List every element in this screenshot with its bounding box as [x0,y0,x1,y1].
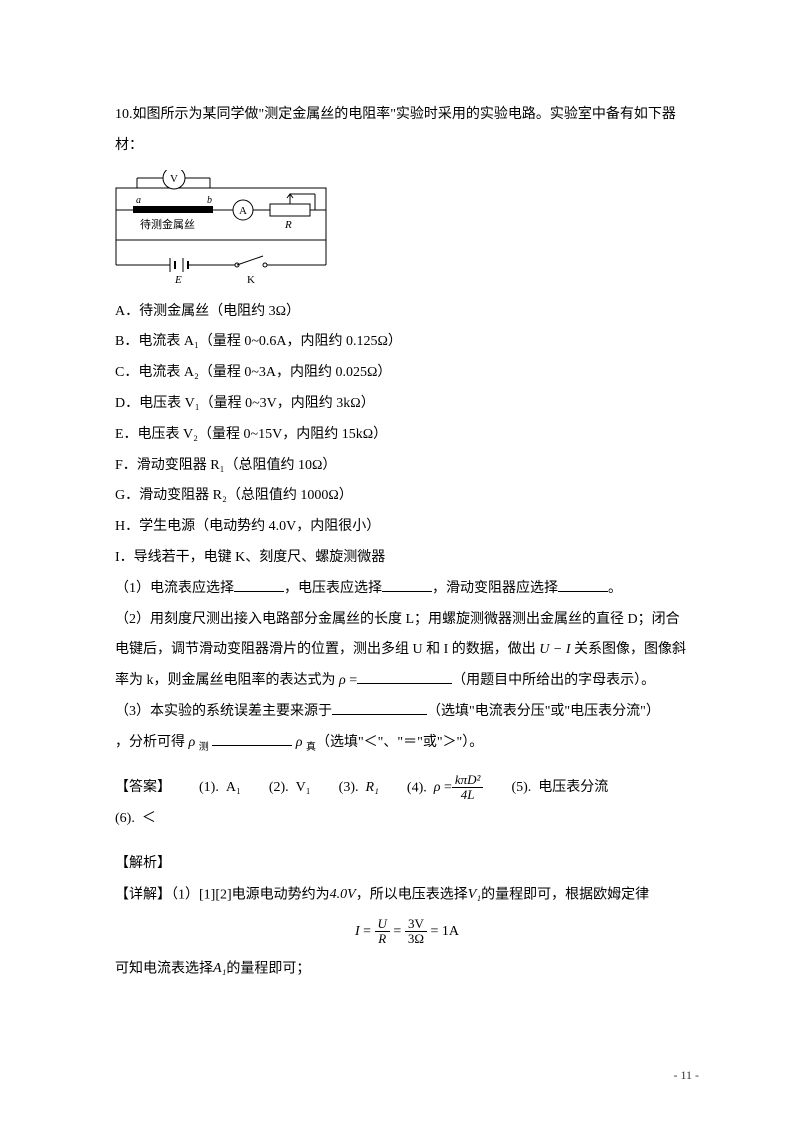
blank-compare [212,732,292,746]
q3-l2a: ，分析可得 [115,735,185,750]
item-G: G．滑动变阻器 R₂（总阻值约 1000Ω） [115,481,699,512]
answer-6: (6). ＜ [115,804,699,835]
blank-rheostat [558,578,608,592]
q3-l1b: （选填"电流表分压"或"电压表分流"） [427,704,660,719]
answer-label: 【答案】 [115,773,171,804]
question-2-line2: 电键后，调节滑动变阻器滑片的位置，测出多组 U 和 I 的数据，做出 U − I… [115,635,699,666]
d1-post: 的量程即可，根据欧姆定律 [481,887,649,902]
detail-line-2: 可知电流表选择A₁的量程即可； [115,954,699,985]
blank-voltmeter [382,578,432,592]
item-A: A．待测金属丝（电阻约 3Ω） [115,297,699,328]
blank-error-source [332,701,427,715]
circuit-diagram: V a b 待测金属丝 A R E K [115,170,330,285]
answer-5: (5). 电压表分流 [511,773,608,804]
d1-pre: （1）[1][2]电源电动势约为 [171,887,330,902]
item-I: I．导线若干，电键 K、刻度尺、螺旋测微器 [115,543,699,574]
battery-label: E [174,274,182,285]
switch-label: K [247,274,255,285]
answer-row-1: 【答案】 (1). A₁ (2). V₁ (3). R₁ (4). ρ = kπ… [115,773,699,804]
q2-l3b: （用题目中所给出的字母表示）。 [452,673,655,688]
q3-rho-m: ρ [189,735,196,750]
analysis-label: 【解析】 [115,849,699,880]
q3-l2b: （选填"＜"、"＝"或"＞"）。 [316,735,483,750]
q2-eq: = [349,673,357,688]
d2-pre: 可知电流表选择 [115,962,213,977]
answer-section: 【答案】 (1). A₁ (2). V₁ (3). R₁ (4). ρ = kπ… [115,773,699,835]
d1-v: V₁ [468,880,481,911]
q1-mid2: ，滑动变阻器应选择 [432,581,558,596]
q3-sub-m: 测 [199,742,209,753]
answer-3: (3). R₁ [339,773,379,804]
ammeter-label: A [239,205,247,217]
answer-4: (4). ρ = kπD²4L [407,773,484,804]
intro-text: 如图所示为某同学做"测定金属丝的电阻率"实验时采用的实验电路。实验室中备有如下器… [115,107,676,153]
detail-label: 【详解】 [115,887,171,902]
blank-rho [357,670,452,684]
detail-line: 【详解】（1）[1][2]电源电动势约为4.0V，所以电压表选择V₁的量程即可，… [115,880,699,911]
q3-rho-t: ρ [296,735,303,750]
point-b: b [207,195,212,206]
question-intro: 10.如图所示为某同学做"测定金属丝的电阻率"实验时采用的实验电路。实验室中备有… [115,100,699,162]
q2-l2b: 关系图像，图像斜 [574,642,686,657]
ohms-law-formula: I = UR = 3V3Ω = 1A [115,917,699,948]
d1-emf: 4.0V [330,880,356,911]
q1-end: 。 [608,581,622,596]
voltmeter-label: V [170,173,178,185]
q3-sub-t: 真 [306,742,316,753]
question-2-line1: （2）用刻度尺测出接入电路部分金属丝的长度 L；用螺旋测微器测出金属丝的直径 D… [115,605,699,636]
q1-mid1: ，电压表应选择 [284,581,382,596]
q2-rho: ρ [339,673,346,688]
q2-ui: U − I [539,642,570,657]
answer-2: (2). V₁ [269,773,311,804]
q1-pre: （1）电流表应选择 [115,581,234,596]
wire-label: 待测金属丝 [140,217,195,231]
d1-mid: ，所以电压表选择 [356,887,468,902]
point-a: a [136,195,141,206]
item-E: E．电压表 V₂（量程 0~15V，内阻约 15kΩ） [115,420,699,451]
blank-ammeter [234,578,284,592]
item-C: C．电流表 A₂（量程 0~3A，内阻约 0.025Ω） [115,358,699,389]
q2-l3a: 率为 k，则金属丝电阻率的表达式为 [115,673,336,688]
question-2-line3: 率为 k，则金属丝电阻率的表达式为 ρ = （用题目中所给出的字母表示）。 [115,666,699,697]
answer-1: (1). A₁ [199,773,241,804]
question-3-line1: （3）本实验的系统误差主要来源于 （选填"电流表分压"或"电压表分流"） [115,697,699,728]
d2-post: 的量程即可； [226,962,310,977]
question-3-line2: ，分析可得 ρ 测 ρ 真（选填"＜"、"＝"或"＞"）。 [115,728,699,759]
d2-a: A₁ [213,954,226,985]
question-number: 10. [115,107,133,122]
q2-l2a: 电键后，调节滑动变阻器滑片的位置，测出多组 U 和 I 的数据，做出 [115,642,536,657]
page-number: - 11 - [673,1062,699,1088]
q3-l1a: （3）本实验的系统误差主要来源于 [115,704,332,719]
question-1: （1）电流表应选择 ，电压表应选择 ，滑动变阻器应选择 。 [115,574,699,605]
item-H: H．学生电源（电动势约 4.0V，内阻很小） [115,512,699,543]
rheostat-label: R [284,219,292,231]
item-F: F．滑动变阻器 R₁（总阻值约 10Ω） [115,451,699,482]
item-B: B．电流表 A₁（量程 0~0.6A，内阻约 0.125Ω） [115,327,699,358]
item-D: D．电压表 V₁（量程 0~3V，内阻约 3kΩ） [115,389,699,420]
